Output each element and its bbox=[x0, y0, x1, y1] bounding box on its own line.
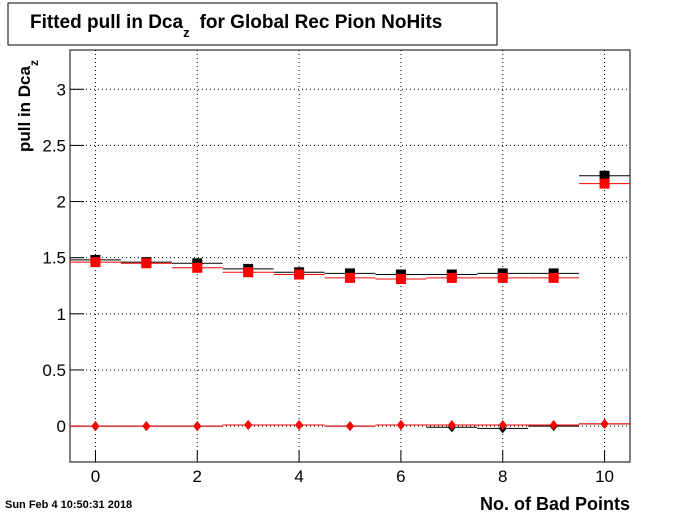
marker-diamond bbox=[193, 421, 202, 432]
marker-square bbox=[243, 267, 254, 278]
marker-square bbox=[548, 272, 559, 283]
title-text: for Global Rec Pion NoHits bbox=[200, 12, 443, 33]
y-tick-label: 0 bbox=[57, 417, 66, 436]
footer-date: Sun Feb 4 10:50:31 2018 bbox=[5, 499, 132, 511]
marker-square bbox=[141, 258, 152, 269]
y-tick-label: 1 bbox=[57, 305, 66, 324]
x-axis-label: No. of Bad Points bbox=[480, 494, 630, 514]
y-tick-label: 2 bbox=[57, 193, 66, 212]
marker-diamond bbox=[346, 421, 354, 432]
marker-diamond bbox=[549, 419, 558, 430]
title-subscript: z bbox=[183, 25, 190, 40]
marker-square bbox=[345, 272, 355, 283]
marker-diamond bbox=[91, 421, 100, 432]
marker-diamond bbox=[396, 419, 405, 430]
marker-diamond bbox=[295, 419, 304, 430]
x-tick-label: 6 bbox=[396, 467, 405, 486]
x-tick-label: 0 bbox=[91, 467, 100, 486]
x-tick-label: 8 bbox=[498, 467, 507, 486]
y-label-text: pull in Dca bbox=[15, 66, 34, 153]
x-tick-label: 4 bbox=[294, 467, 303, 486]
chart-title: Fitted pull in Dcaz for Global Rec Pion N… bbox=[30, 12, 442, 40]
marker-square bbox=[497, 272, 508, 283]
marker-square bbox=[90, 257, 101, 268]
marker-diamond bbox=[447, 419, 456, 430]
y-tick-label: 3 bbox=[57, 80, 66, 99]
title-text: Fitted pull in Dca bbox=[30, 12, 183, 33]
y-axis-label: pull in Dcaz bbox=[15, 60, 41, 152]
marker-square bbox=[294, 269, 305, 280]
marker-square bbox=[599, 170, 610, 181]
marker-square bbox=[599, 178, 610, 189]
marker-diamond bbox=[142, 421, 151, 432]
marker-diamond bbox=[600, 418, 609, 429]
marker-diamond bbox=[244, 419, 253, 430]
y-label-subscript: z bbox=[27, 60, 41, 66]
title-box bbox=[7, 2, 498, 46]
marker-square bbox=[395, 274, 406, 285]
marker-square bbox=[192, 262, 203, 273]
marker-diamond bbox=[498, 419, 507, 430]
marker-square bbox=[446, 272, 457, 283]
plot-frame bbox=[69, 49, 631, 463]
y-tick-label: 0.5 bbox=[42, 361, 66, 380]
y-tick-label: 2.5 bbox=[42, 136, 66, 155]
y-tick-label: 1.5 bbox=[42, 249, 66, 268]
x-tick-label: 10 bbox=[595, 467, 614, 486]
x-tick-label: 2 bbox=[193, 467, 202, 486]
